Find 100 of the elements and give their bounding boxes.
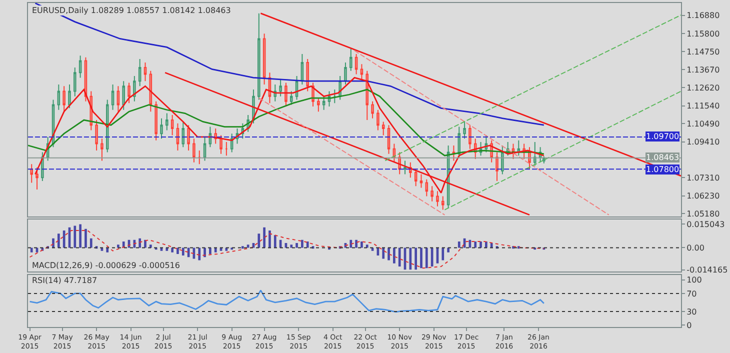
bar	[382, 248, 385, 259]
bar	[84, 228, 87, 248]
bar	[106, 248, 109, 252]
candlestick	[366, 70, 369, 121]
bar	[57, 234, 60, 248]
line-series	[28, 88, 545, 156]
y-tick-label: 70	[686, 289, 697, 298]
chart-title: RSI(14) 47.7187	[32, 276, 98, 285]
bar	[171, 248, 174, 252]
candlestick	[463, 121, 466, 140]
candlestick	[62, 86, 66, 112]
y-tick-label: 1.09410	[686, 138, 720, 147]
candlestick	[376, 109, 380, 131]
candlestick	[176, 122, 180, 152]
candlestick	[116, 86, 120, 112]
ref-line-label: 1.09700	[646, 132, 680, 141]
candlestick	[192, 138, 196, 163]
bar	[182, 248, 184, 256]
bar	[138, 238, 142, 248]
candlestick	[225, 142, 228, 156]
bar	[350, 240, 352, 248]
y-tick-label: 1.11540	[686, 102, 720, 111]
bar	[414, 248, 417, 270]
bar	[425, 248, 428, 268]
bar	[355, 240, 358, 248]
bar	[268, 230, 271, 248]
bar	[74, 226, 76, 248]
candlestick	[203, 136, 206, 162]
candlestick	[371, 100, 374, 119]
candlestick	[106, 99, 109, 153]
bar	[398, 248, 401, 267]
candlestick	[170, 114, 174, 136]
bar	[30, 248, 33, 252]
candlestick	[208, 126, 212, 148]
candlestick	[322, 96, 326, 110]
candlestick	[354, 53, 358, 75]
candlestick	[420, 174, 423, 188]
candlestick	[344, 62, 347, 85]
candlestick	[74, 67, 76, 97]
bar	[274, 235, 276, 248]
candlestick	[187, 124, 190, 152]
y-tick-label: 0.00	[686, 244, 704, 253]
bar	[447, 248, 450, 252]
candlestick	[95, 120, 98, 152]
candlestick	[442, 196, 444, 210]
candlestick	[68, 84, 71, 109]
bar	[258, 234, 260, 248]
y-tick-label: 0.015043	[686, 220, 725, 229]
bar	[393, 248, 396, 264]
candlestick	[468, 124, 472, 150]
y-tick-label: 30	[686, 307, 697, 316]
ref-line-label: 1.07800	[646, 165, 680, 174]
candlestick	[154, 100, 158, 141]
y-tick-label: -0.014165	[686, 266, 728, 275]
bar	[209, 248, 212, 254]
candlestick	[220, 134, 222, 154]
bar	[388, 248, 390, 260]
bar	[474, 241, 477, 248]
candlestick	[166, 112, 168, 131]
bar	[458, 241, 460, 248]
candlestick	[198, 150, 201, 165]
candlestick	[425, 178, 428, 197]
candlestick	[160, 118, 163, 140]
y-tick-label: 1.15800	[686, 29, 720, 38]
candlestick	[128, 82, 130, 104]
candlestick	[57, 84, 60, 110]
bar	[263, 227, 266, 248]
candlestick	[350, 48, 352, 72]
candlestick	[387, 124, 390, 154]
bar	[198, 248, 201, 260]
y-tick-label: 100	[686, 276, 702, 285]
candlestick	[78, 55, 82, 78]
y-tick-label: 1.14750	[686, 47, 720, 56]
ref-line-label: 1.08463	[646, 153, 680, 162]
y-tick-label: 1.13670	[686, 66, 720, 75]
line-series	[29, 290, 545, 313]
candlestick	[122, 80, 125, 110]
candlestick	[300, 53, 304, 85]
candlestick	[382, 121, 385, 136]
candlestick	[138, 58, 142, 87]
bar	[176, 248, 179, 254]
candlestick	[333, 89, 336, 104]
y-tick-label: 1.05180	[686, 209, 720, 218]
candlestick	[30, 164, 33, 184]
candlestick	[404, 160, 406, 175]
line-series	[34, 3, 545, 126]
bar	[79, 224, 82, 248]
bar	[480, 241, 482, 248]
candlestick	[317, 98, 320, 112]
candlestick	[496, 152, 498, 182]
candlestick	[430, 186, 434, 202]
candlestick	[436, 190, 439, 207]
bar	[420, 248, 422, 268]
y-tick-label: 1.07310	[686, 173, 720, 182]
y-tick-label: 1.10490	[686, 119, 720, 128]
text: MACD(12,26,9) -0.000629 -0.000516	[32, 261, 180, 270]
chart-title: EURUSD,Daily 1.08289 1.08557 1.08142 1.08463	[32, 6, 231, 15]
bar	[241, 246, 244, 249]
candlestick	[414, 168, 418, 187]
line-series	[29, 230, 544, 269]
